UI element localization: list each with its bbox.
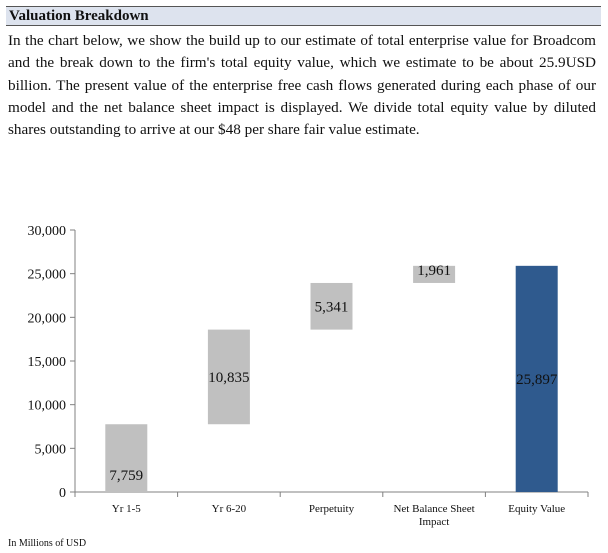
- data-label: 25,897: [516, 372, 558, 388]
- bar-3: [310, 282, 353, 330]
- y-tick-label: 5,000: [35, 442, 67, 457]
- x-tick-label: Yr 6-20: [212, 503, 247, 515]
- chart-footnote: In Millions of USD: [8, 538, 87, 549]
- y-tick-label: 30,000: [28, 224, 67, 239]
- x-tick-label: Net Balance Sheet Impact: [393, 503, 474, 528]
- data-label: 10,835: [208, 370, 249, 386]
- y-tick-label: 0: [59, 486, 66, 501]
- waterfall-chart: 0 5,000 10,000 15,000 20,000 25,000 30,000 7,75…: [28, 224, 589, 528]
- x-tick-label: Equity Value: [508, 503, 565, 515]
- y-tick-label: 25,000: [28, 268, 67, 283]
- section-title: Valuation Breakdown: [9, 8, 149, 24]
- y-tick-label: 10,000: [28, 399, 67, 414]
- x-tick-label: Yr 1-5: [112, 503, 142, 515]
- data-label: 5,341: [315, 299, 349, 315]
- y-tick-label: 15,000: [28, 355, 67, 370]
- data-label: 7,759: [109, 468, 143, 484]
- bar-1: [105, 424, 148, 492]
- bar-2: [207, 329, 250, 425]
- y-tick-label: 20,000: [28, 311, 67, 326]
- bar-5: [515, 265, 558, 492]
- x-tick-label: Perpetuity: [309, 503, 355, 515]
- data-label: 1,961: [417, 263, 451, 279]
- section-header: Valuation Breakdown: [6, 6, 601, 26]
- bar-4: [413, 265, 456, 283]
- intro-paragraph: In the chart below, we show the build up…: [8, 32, 596, 139]
